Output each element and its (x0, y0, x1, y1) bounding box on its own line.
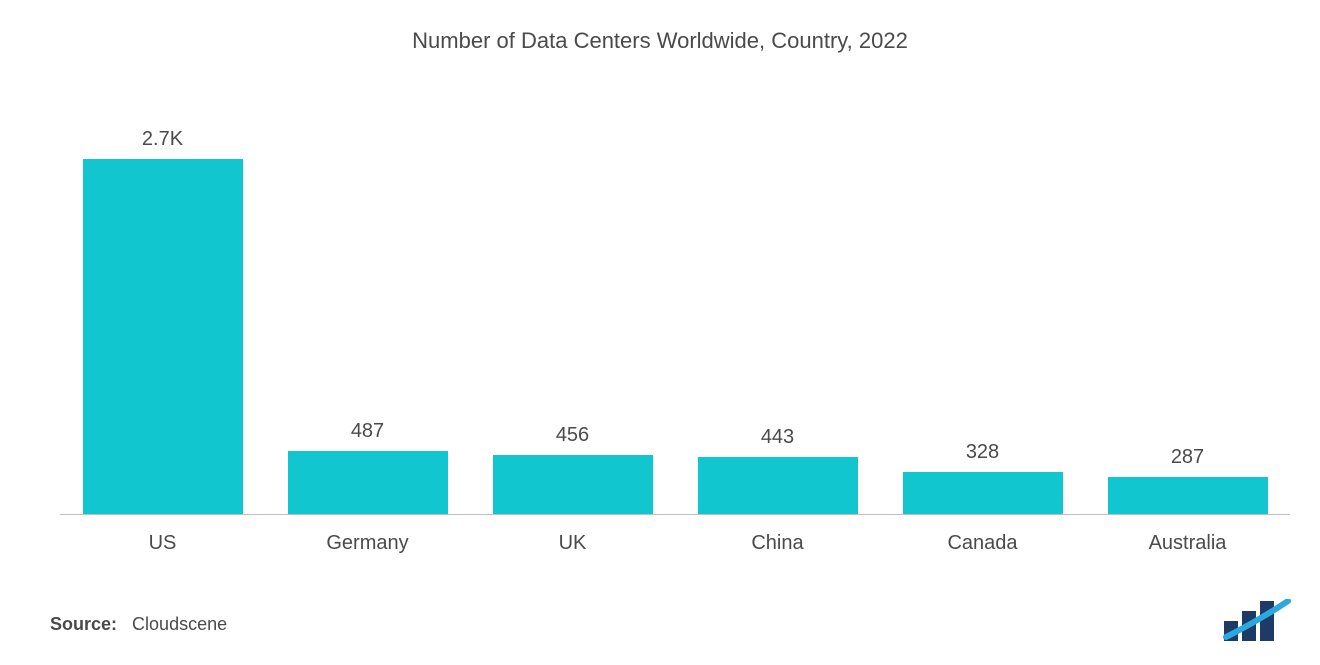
x-axis-label: US (60, 532, 265, 555)
chart-title: Number of Data Centers Worldwide, Countr… (0, 28, 1320, 54)
bar-value-label: 328 (966, 441, 999, 464)
bar-rect (493, 455, 653, 515)
x-axis-baseline (60, 514, 1290, 515)
bar-value-label: 456 (556, 424, 589, 447)
x-axis-label: Canada (880, 532, 1085, 555)
bar-slot: 2.7K (60, 90, 265, 515)
x-axis-labels: USGermanyUKChinaCanadaAustralia (60, 532, 1290, 555)
bar-slot: 487 (265, 90, 470, 515)
bar-slot: 287 (1085, 90, 1290, 515)
source-text: Cloudscene (132, 614, 227, 634)
x-axis-label: UK (470, 532, 675, 555)
bar-rect (288, 451, 448, 515)
bar-value-label: 2.7K (142, 128, 183, 151)
x-axis-label: Australia (1085, 532, 1290, 555)
mordor-logo-icon (1222, 599, 1292, 641)
bar-value-label: 443 (761, 426, 794, 449)
bar-slot: 328 (880, 90, 1085, 515)
plot-area: 2.7K 487 456 443 328 287 (60, 90, 1290, 515)
bar-rect (698, 457, 858, 515)
bar-rect (1108, 477, 1268, 515)
bar-value-label: 287 (1171, 446, 1204, 469)
x-axis-label: Germany (265, 532, 470, 555)
source-label: Source: (50, 614, 117, 634)
bar-slot: 443 (675, 90, 880, 515)
x-axis-label: China (675, 532, 880, 555)
bars-row: 2.7K 487 456 443 328 287 (60, 90, 1290, 515)
bar-rect (83, 159, 243, 515)
brand-logo (1222, 599, 1292, 641)
chart-container: Number of Data Centers Worldwide, Countr… (0, 0, 1320, 665)
bar-value-label: 487 (351, 420, 384, 443)
bar-rect (903, 472, 1063, 515)
source-attribution: Source: Cloudscene (50, 614, 227, 635)
bar-slot: 456 (470, 90, 675, 515)
